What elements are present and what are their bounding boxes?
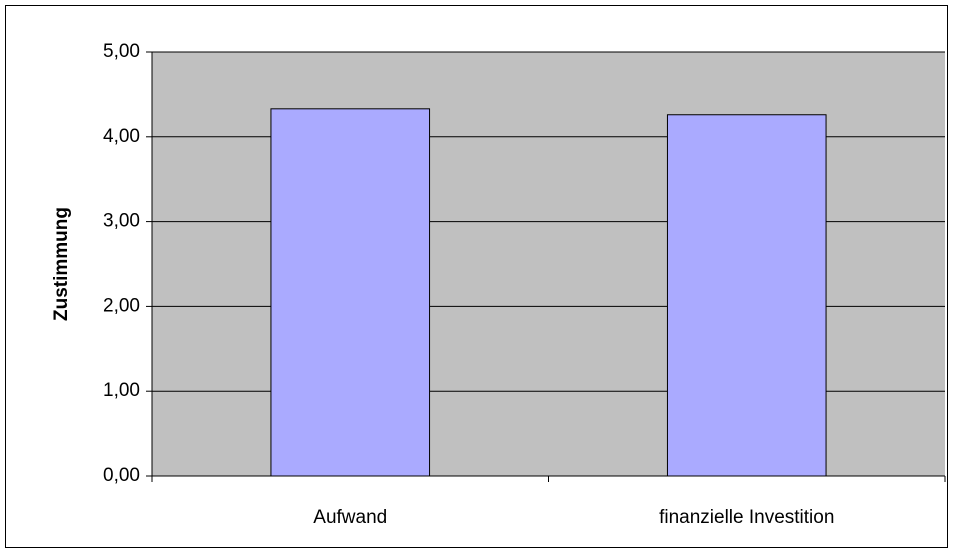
bar <box>666 114 827 477</box>
y-tick-label: 1,00 <box>103 380 140 401</box>
y-tick-label: 2,00 <box>103 295 140 316</box>
y-tick-label: 0,00 <box>103 465 140 486</box>
x-tick-label: finanzielle Investition <box>659 507 834 528</box>
y-axis-label: Zustimmung <box>51 207 72 321</box>
x-tick-label: Aufwand <box>313 507 387 528</box>
y-tick-label: 4,00 <box>103 126 140 147</box>
y-tick-label: 5,00 <box>103 41 140 62</box>
y-tick-label: 3,00 <box>103 211 140 232</box>
bar <box>270 108 431 477</box>
